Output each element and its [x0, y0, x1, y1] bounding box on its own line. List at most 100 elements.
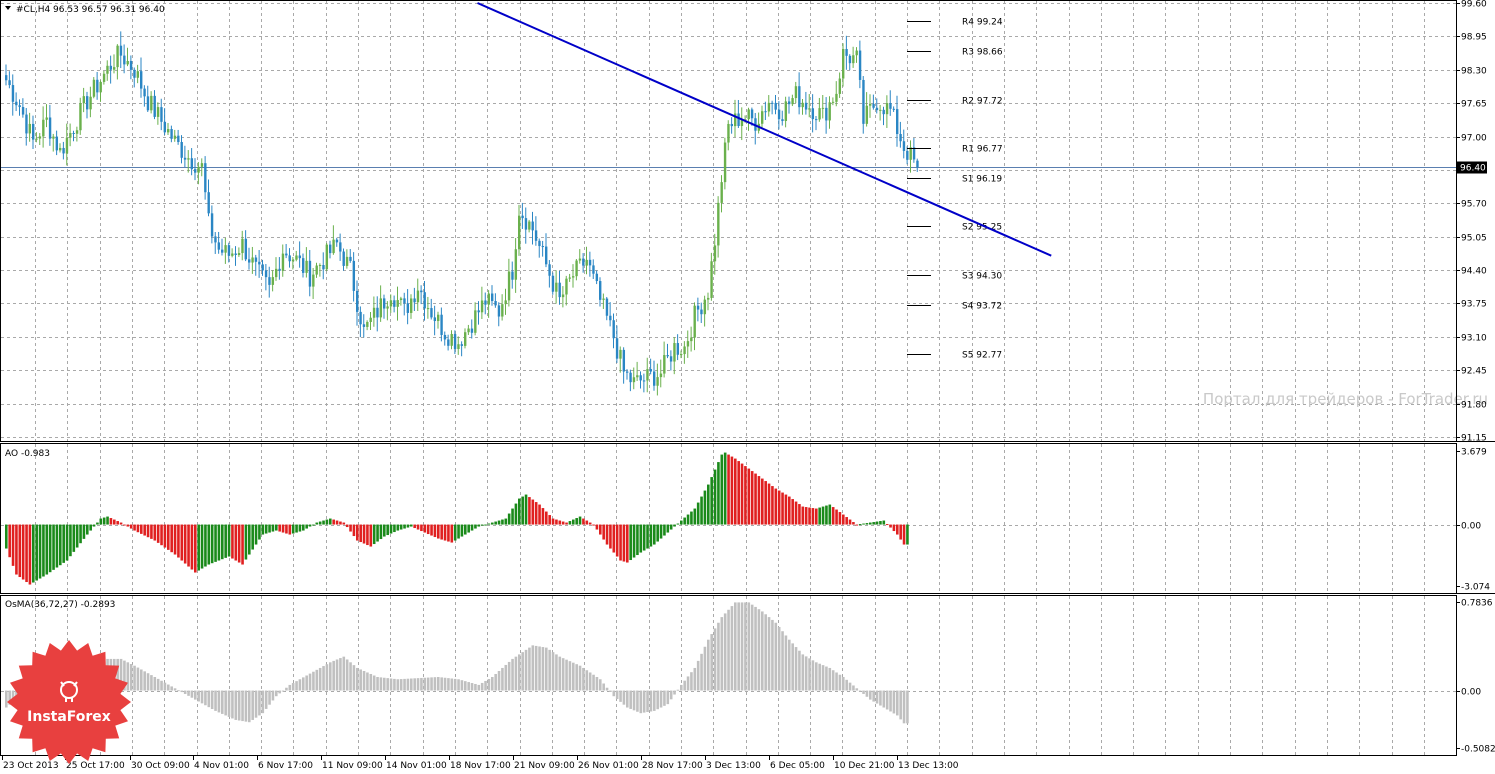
candle-body [59, 147, 62, 151]
ao-bar [349, 524, 352, 532]
ao-bar [163, 524, 167, 548]
osma-bar [588, 672, 592, 691]
osma-bar [349, 662, 352, 691]
ao-bar [713, 469, 717, 525]
candle-body [632, 377, 636, 383]
ao-bar [703, 490, 707, 525]
candle-body [801, 102, 804, 108]
osma-bar [750, 604, 754, 691]
osma-bar [318, 667, 322, 691]
ao-bar [528, 497, 531, 525]
ao-bar [52, 524, 55, 570]
ao-bar [794, 501, 798, 525]
osma-bar [781, 631, 784, 691]
ao-bar [450, 524, 454, 543]
osma-bar [194, 690, 197, 700]
ao-bar [335, 520, 339, 525]
candle-body [437, 314, 440, 322]
osma-bar [585, 670, 589, 691]
osma-bar [410, 678, 413, 691]
candle-body [258, 261, 261, 265]
osma-bar [592, 674, 595, 691]
candle-body [865, 105, 869, 124]
osma-bar [484, 680, 487, 691]
ao-bar [72, 524, 76, 552]
candle-body [21, 107, 25, 115]
osma-bar [447, 678, 450, 691]
candle-body [673, 343, 676, 362]
trendline[interactable] [477, 2, 1052, 257]
ao-bar [129, 524, 133, 529]
osma-bar [477, 684, 481, 691]
candle-body [696, 305, 700, 310]
candle-body [32, 123, 35, 140]
candle-body [183, 157, 187, 160]
candle-body [794, 86, 798, 99]
ao-bar [258, 524, 261, 540]
candle-body [710, 261, 713, 298]
candle-body [113, 67, 116, 70]
osma-bar [848, 682, 852, 691]
candle-body [366, 322, 369, 327]
ao-bar [183, 524, 187, 564]
osma-bar [379, 677, 383, 691]
ao-bar [264, 524, 268, 534]
price-tick-label: 93.10 [1461, 334, 1487, 344]
ao-bar [18, 524, 22, 578]
osma-bar [619, 690, 622, 702]
current-price-tag: 96.40 [1457, 161, 1487, 174]
candle-body [487, 293, 491, 305]
osma-bar [126, 662, 130, 691]
candle-body [214, 236, 217, 243]
ao-bar [393, 524, 396, 533]
osma-bar [737, 602, 740, 691]
candle-body [140, 71, 143, 89]
candle-body [612, 320, 615, 339]
candle-body [842, 48, 845, 79]
ao-bar [322, 520, 325, 525]
osma-bar [315, 669, 319, 691]
osma-bar [136, 667, 140, 691]
osma-bar [899, 690, 902, 720]
candle-body [727, 123, 730, 143]
osma-bar [690, 672, 693, 691]
osma-bar [234, 690, 238, 720]
osma-bar [761, 611, 764, 691]
osma-bar [896, 690, 899, 716]
dropdown-arrow-icon[interactable] [5, 6, 11, 10]
ao-bar [676, 523, 680, 525]
osma-bar [872, 690, 875, 702]
ao-bar [889, 524, 892, 528]
price-tick-label: 94.40 [1461, 267, 1487, 277]
ao-bar [59, 524, 62, 566]
candle-body [440, 314, 443, 335]
osma-bar [572, 662, 575, 691]
osma-bar [123, 660, 126, 691]
osma-bar [281, 690, 285, 692]
chart-title: #CL,H4 96.53 96.57 96.31 96.40 [5, 5, 165, 15]
candle-body [599, 281, 602, 300]
candle-body [393, 300, 396, 307]
time-tick-label: 30 Oct 09:00 [131, 761, 190, 771]
osma-bar [275, 690, 278, 697]
ao-bar [541, 508, 545, 525]
candle-body [450, 333, 453, 346]
ao-bar [585, 520, 589, 525]
ao-bar [406, 524, 410, 528]
candle-body [119, 45, 123, 56]
osma-bar [204, 690, 207, 706]
candle-body [187, 158, 190, 160]
candle-body [507, 271, 511, 301]
bull-icon [60, 681, 78, 702]
candle-body [204, 163, 207, 193]
candle-body [683, 346, 686, 355]
ao-bar [757, 476, 761, 525]
ao-bar [649, 524, 653, 547]
osma-bar [140, 669, 143, 691]
osma-bar [133, 665, 136, 691]
osma-bar [342, 656, 346, 691]
ao-bar [312, 524, 315, 526]
ao-bar [514, 503, 518, 525]
osma-bar [538, 646, 541, 691]
